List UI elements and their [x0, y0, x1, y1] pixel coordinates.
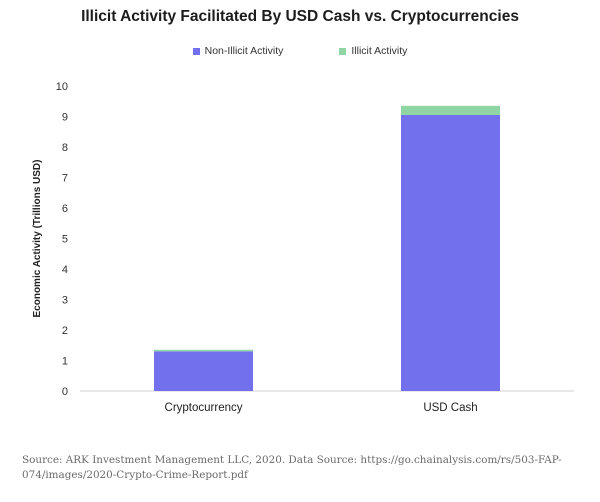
legend-item-illicit: Illicit Activity — [339, 45, 407, 57]
y-tick-label-1: 1 — [62, 356, 68, 368]
y-tick-label-10: 10 — [56, 81, 68, 93]
y-tick-label-0: 0 — [62, 386, 68, 398]
legend-swatch-illicit — [339, 47, 347, 55]
legend-label-illicit: Illicit Activity — [351, 45, 408, 57]
y-tick-label-4: 4 — [62, 264, 68, 276]
bar-cryptocurrency-illicit — [154, 349, 253, 352]
y-tick-label-5: 5 — [62, 234, 68, 246]
legend: Non-Illicit Activity Illicit Activity — [0, 45, 600, 57]
x-tick-label-usd-cash: USD Cash — [423, 402, 477, 414]
legend-item-non-illicit: Non-Illicit Activity — [192, 45, 284, 57]
bar-usd-cash-non-illicit — [401, 114, 500, 391]
x-tick-label-cryptocurrency: Cryptocurrency — [165, 402, 243, 414]
y-tick-label-2: 2 — [62, 325, 68, 337]
legend-swatch-non-illicit — [192, 47, 200, 55]
y-axis-label: Economic Activity (Trillions USD) — [32, 160, 43, 318]
source-note: Source: ARK Investment Management LLC, 2… — [22, 454, 562, 481]
y-tick-label-6: 6 — [62, 203, 68, 215]
y-tick-label-8: 8 — [62, 142, 68, 154]
y-tick-label-9: 9 — [62, 112, 68, 124]
y-tick-label-3: 3 — [62, 295, 68, 307]
chart-title: Illicit Activity Facilitated By USD Cash… — [81, 8, 519, 25]
bar-usd-cash-illicit — [401, 105, 500, 115]
bar-cryptocurrency-non-illicit — [154, 351, 253, 391]
y-tick-label-7: 7 — [62, 173, 68, 185]
legend-label-non-illicit: Non-Illicit Activity — [204, 45, 284, 57]
